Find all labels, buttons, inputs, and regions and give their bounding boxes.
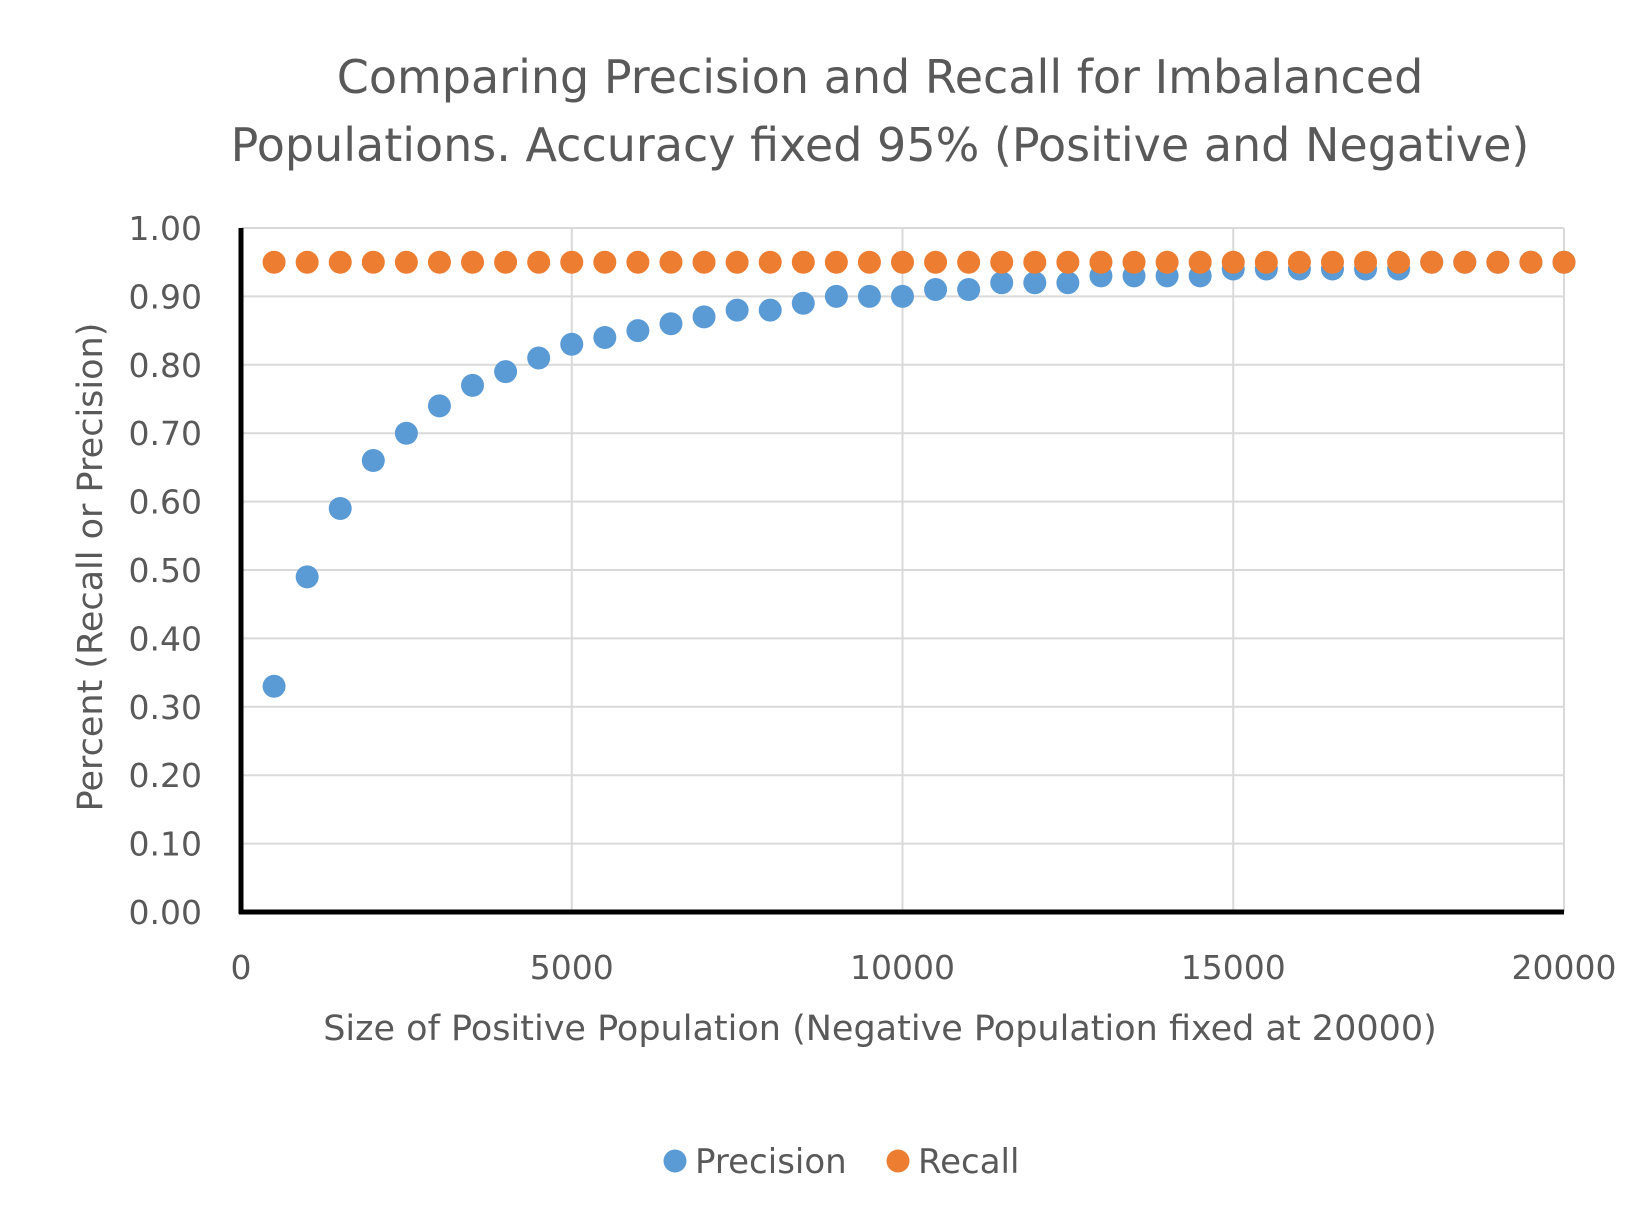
precision-point [824, 284, 848, 308]
y-tick-label: 1.00 [129, 209, 202, 248]
legend: Precision Recall [663, 1142, 1019, 1182]
recall-point [1486, 250, 1510, 274]
precision-point [494, 360, 518, 384]
recall-point [295, 250, 319, 274]
legend-marker-precision [663, 1149, 687, 1173]
y-tick-label: 0.30 [129, 688, 202, 727]
chart-title-line-1: Comparing Precision and Recall for Imbal… [337, 50, 1424, 104]
recall-point [891, 250, 914, 274]
x-tick-label: 10000 [850, 948, 955, 987]
gridlines [241, 227, 1565, 912]
precision-point [891, 284, 914, 308]
recall-point [593, 250, 617, 274]
y-tick-label: 0.00 [129, 893, 202, 932]
recall-point [957, 250, 981, 274]
precision-point [527, 346, 551, 370]
precision-point [461, 373, 485, 397]
precision-point [692, 305, 716, 329]
recall-point [1122, 250, 1146, 274]
precision-point [758, 298, 782, 322]
precision-point [295, 565, 319, 589]
chart-title: Comparing Precision and Recall for Imbal… [231, 50, 1530, 172]
series-precision [262, 250, 1576, 698]
recall-point [758, 250, 782, 274]
precision-point [361, 449, 385, 473]
recall-point [1420, 250, 1444, 274]
data-points [262, 250, 1576, 698]
recall-point [1254, 250, 1278, 274]
recall-point [1453, 250, 1477, 274]
y-tick-label: 0.40 [129, 619, 202, 658]
x-tick-label: 0 [231, 948, 252, 987]
precision-point [957, 278, 981, 302]
x-tick-labels: 0 5000 10000 15000 20000 [231, 948, 1617, 987]
y-tick-label: 0.10 [129, 825, 202, 864]
precision-point [560, 332, 584, 356]
recall-point [494, 250, 518, 274]
precision-point [791, 291, 815, 315]
recall-point [692, 250, 716, 274]
recall-point [262, 250, 286, 274]
recall-point [394, 250, 418, 274]
recall-point [1287, 250, 1311, 274]
recall-point [626, 250, 650, 274]
precision-point [394, 421, 418, 445]
recall-point [1023, 250, 1047, 274]
precision-point [593, 325, 617, 349]
chart-title-line-2: Populations. Accuracy fixed 95% (Positiv… [231, 118, 1530, 172]
recall-point [1354, 250, 1378, 274]
recall-point [1519, 250, 1543, 274]
legend-label-recall: Recall [918, 1142, 1019, 1182]
x-tick-label: 20000 [1512, 948, 1617, 987]
y-tick-label: 0.80 [129, 346, 202, 385]
precision-point [924, 278, 948, 302]
recall-point [659, 250, 683, 274]
y-tick-label: 0.50 [129, 551, 202, 590]
recall-point [924, 250, 948, 274]
recall-point [1155, 250, 1179, 274]
x-tick-label: 5000 [530, 948, 614, 987]
precision-point [328, 496, 352, 520]
precision-point [427, 394, 451, 418]
recall-point [824, 250, 848, 274]
recall-point [791, 250, 815, 274]
recall-point [725, 250, 749, 274]
recall-point [990, 250, 1014, 274]
precision-point [990, 271, 1014, 295]
recall-point [1320, 250, 1344, 274]
recall-point [1056, 250, 1080, 274]
y-tick-labels: 0.00 0.10 0.20 0.30 0.40 0.50 0.60 0.70 0.80 0.90… [129, 209, 202, 932]
recall-point [560, 250, 584, 274]
precision-point [626, 319, 650, 343]
recall-point [427, 250, 451, 274]
recall-point [1089, 250, 1113, 274]
recall-point [1188, 250, 1212, 274]
y-tick-label: 0.90 [129, 277, 202, 316]
y-axis-title: Percent (Recall or Precision) [71, 323, 111, 812]
y-tick-label: 0.60 [129, 483, 202, 522]
recall-point [1387, 250, 1411, 274]
x-tick-label: 15000 [1181, 948, 1286, 987]
recall-point [361, 250, 385, 274]
recall-point [328, 250, 352, 274]
y-tick-label: 0.20 [129, 756, 202, 795]
recall-point [1552, 250, 1576, 274]
axes [238, 228, 1564, 915]
precision-point [1056, 271, 1080, 295]
precision-point [1023, 271, 1047, 295]
legend-label-precision: Precision [695, 1142, 847, 1182]
precision-point [857, 284, 881, 308]
precision-point [725, 298, 749, 322]
legend-marker-recall [886, 1149, 910, 1173]
y-tick-label: 0.70 [129, 414, 202, 453]
precision-point [262, 674, 286, 698]
recall-point [527, 250, 551, 274]
x-axis-title: Size of Positive Population (Negative Po… [323, 1009, 1437, 1049]
series-recall [262, 250, 1576, 274]
precision-point [659, 312, 683, 336]
recall-point [857, 250, 881, 274]
recall-point [461, 250, 485, 274]
recall-point [1221, 250, 1245, 274]
